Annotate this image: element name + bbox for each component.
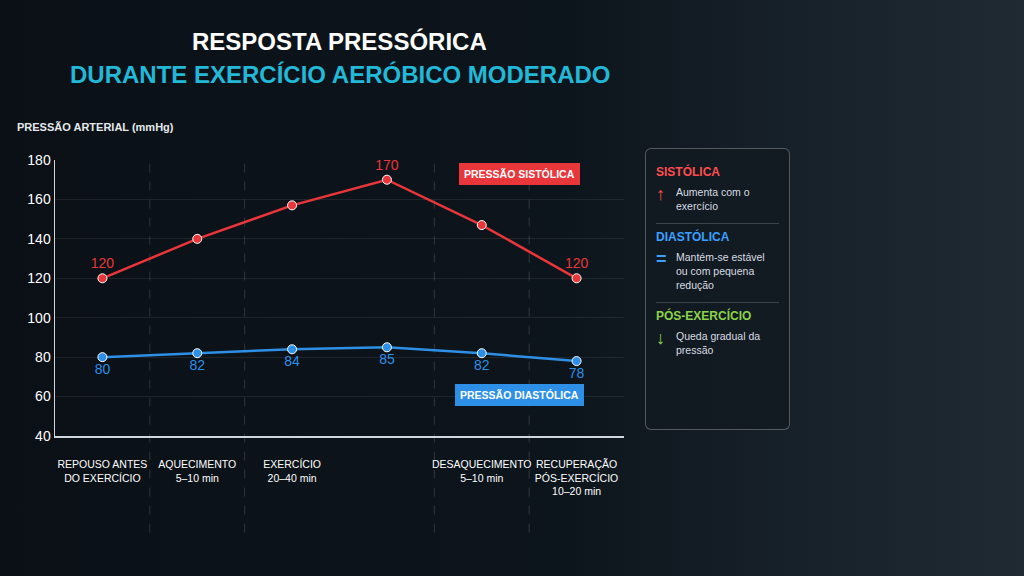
svg-text:84: 84 <box>284 353 300 369</box>
svg-text:DURANTE EXERCÍCIO AERÓBICO MOD: DURANTE EXERCÍCIO AERÓBICO MODERADO <box>70 61 610 88</box>
html-text:Queda gradual da pressão: Queda gradual da pressão <box>676 330 761 356</box>
svg-text:PRESSÃO DIASTÓLICA: PRESSÃO DIASTÓLICA <box>460 389 579 401</box>
svg-text:82: 82 <box>474 357 490 373</box>
svg-text:140: 140 <box>27 231 51 247</box>
html-text:DIASTÓLICA: DIASTÓLICA <box>656 230 730 244</box>
svg-text:160: 160 <box>27 191 51 207</box>
svg-text:REPOUSO ANTESDO EXERCÍCIO: REPOUSO ANTESDO EXERCÍCIO <box>57 458 147 484</box>
svg-text:80: 80 <box>95 361 111 377</box>
html-text:Aumenta com o exercício: Aumenta com o exercício <box>676 186 750 212</box>
html-text:SISTÓLICA: SISTÓLICA <box>656 165 720 179</box>
svg-text:82: 82 <box>189 357 205 373</box>
svg-text:120: 120 <box>565 255 589 271</box>
svg-text:78: 78 <box>569 365 585 381</box>
svg-text:180: 180 <box>27 152 51 168</box>
svg-text:RESPOSTA PRESSÓRICA: RESPOSTA PRESSÓRICA <box>192 28 487 55</box>
svg-text:AQUECIMENTO5–10 min: AQUECIMENTO5–10 min <box>158 458 236 484</box>
svg-text:120: 120 <box>91 255 115 271</box>
svg-text:PRESSÃO ARTERIAL (mmHg): PRESSÃO ARTERIAL (mmHg) <box>17 121 174 133</box>
html-text:Mantém-se estável ou com peque: Mantém-se estável ou com pequena redução <box>676 251 765 291</box>
svg-text:120: 120 <box>27 270 51 286</box>
svg-text:100: 100 <box>27 310 51 326</box>
svg-text:PRESSÃO SISTÓLICA: PRESSÃO SISTÓLICA <box>464 168 575 180</box>
svg-text:EXERCÍCIO20–40 min: EXERCÍCIO20–40 min <box>263 458 321 484</box>
svg-text:RECUPERAÇÃOPÓS-EXERCÍCIO10–20: RECUPERAÇÃOPÓS-EXERCÍCIO10–20 min <box>535 458 618 497</box>
svg-text:DESAQUECIMENTO5–10 min: DESAQUECIMENTO5–10 min <box>432 458 532 484</box>
svg-text:85: 85 <box>379 351 395 367</box>
svg-text:60: 60 <box>35 388 51 404</box>
html-text:PÓS-EXERCÍCIO: PÓS-EXERCÍCIO <box>656 309 752 323</box>
svg-text:170: 170 <box>375 157 399 173</box>
svg-text:40: 40 <box>35 428 51 444</box>
svg-text:80: 80 <box>35 349 51 365</box>
